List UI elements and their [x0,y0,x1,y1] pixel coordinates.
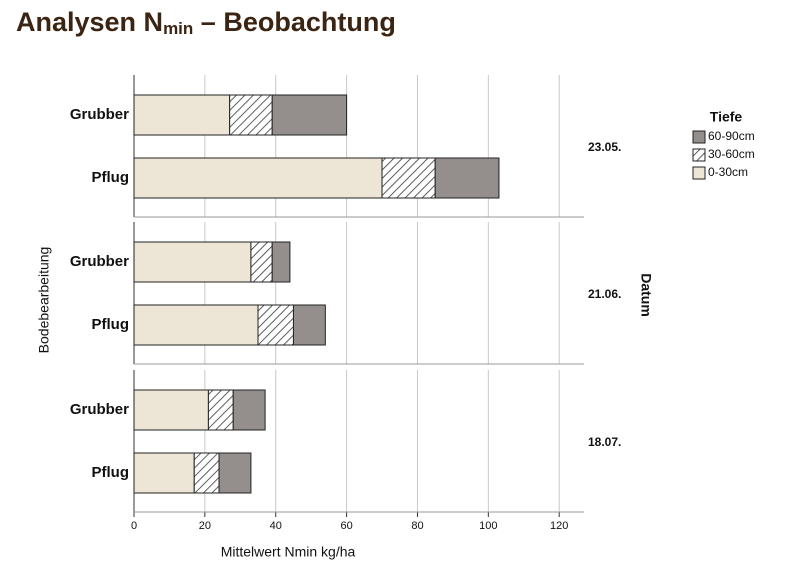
x-tick-label: 0 [131,520,137,532]
chart-title: Analysen Nmin – Beobachtung [16,7,396,38]
y-tick-label: Pflug [92,169,130,186]
legend-label: 60-90cm [708,129,755,143]
title-rest: – Beobachtung [193,7,396,37]
y-tick-label: Pflug [92,464,130,481]
y-tick-label: Pflug [92,316,130,333]
x-tick-label: 40 [270,520,282,532]
legend-swatch [692,148,706,162]
y-tick-label: Grubber [70,106,129,123]
legend-swatch [692,166,706,180]
y-tick-label: Grubber [70,253,129,270]
legend-swatch [692,130,706,144]
bar-segment [193,452,220,494]
x-axis-label: Mittelwert Nmin kg/ha [221,544,356,560]
legend-label: 30-60cm [708,147,755,161]
bar-segment [257,304,294,346]
bar-segment [133,304,259,346]
x-tick-label: 60 [340,520,352,532]
bar-segment [133,157,383,199]
bar-segment [381,157,436,199]
title-main: Analysen N [16,7,163,37]
bar-segment [133,94,231,136]
title-subscript: min [163,19,193,38]
panel-label: 21.06. [588,287,621,301]
bar-segment [232,389,266,431]
bar-segment [133,452,195,494]
bar-segment [207,389,234,431]
bar-segment [434,157,500,199]
bar-segment [271,94,348,136]
legend-label: 0-30cm [708,165,748,179]
bar-segment [133,389,209,431]
x-tick-label: 20 [199,520,211,532]
bar-segment [250,241,273,283]
x-tick-label: 120 [550,520,568,532]
bar-segment [229,94,273,136]
y-axis-label: Bodebearbeitung [36,247,52,354]
panel-label: 23.05. [588,140,621,154]
x-tick-label: 80 [411,520,423,532]
bar-segment [271,241,291,283]
legend-title: Tiefe [710,109,743,125]
y-tick-label: Grubber [70,401,129,418]
bar-segment [292,304,326,346]
panel-label: 18.07. [588,435,621,449]
x-tick-label: 100 [479,520,497,532]
bar-segment [133,241,252,283]
bar-segment [218,452,252,494]
panel-axis-label: Datum [638,273,654,317]
